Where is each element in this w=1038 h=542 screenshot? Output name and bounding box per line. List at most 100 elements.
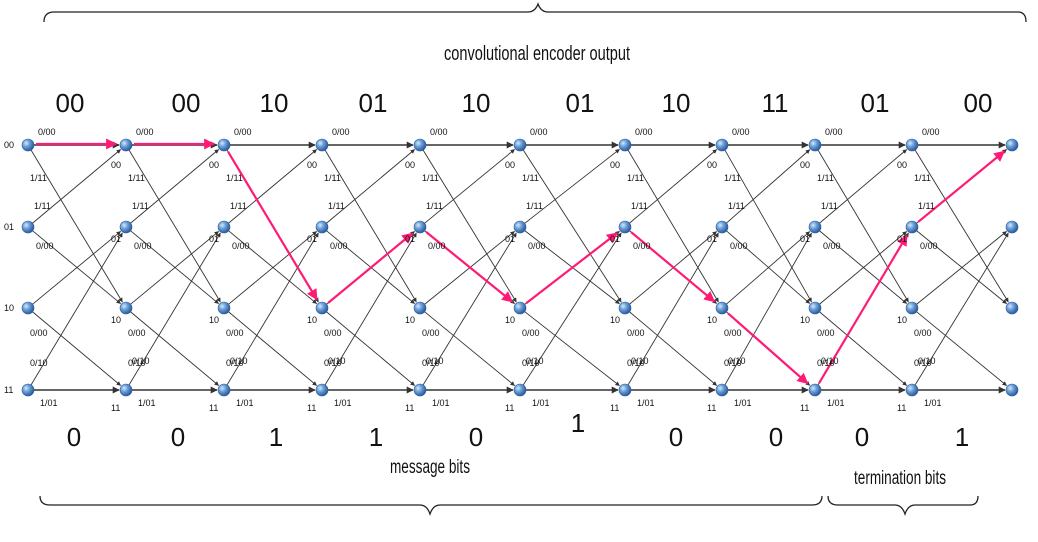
branch-label: 0/00 [330, 241, 348, 251]
branch-label: 1/11 [817, 173, 834, 183]
state-label: 00 [897, 160, 907, 170]
state-label: 10 [4, 303, 14, 313]
branch-label: 0/00 [38, 127, 56, 137]
branch-label: 0/10 [817, 358, 835, 368]
input-bit: 1 [955, 422, 969, 452]
trellis-edge [422, 149, 517, 303]
trellis-edge [228, 230, 317, 304]
trellis-edge [324, 149, 417, 303]
trellis-edge [724, 232, 812, 386]
trellis-node [808, 301, 822, 315]
message-bits-brace [39, 495, 823, 517]
trellis-node [119, 301, 133, 315]
trellis-edge [422, 232, 517, 386]
trellis-node [413, 383, 427, 397]
trellis-edge [916, 231, 1007, 305]
branch-label: 1/11 [226, 173, 243, 183]
state-label: 01 [209, 234, 219, 244]
branch-label: 0/10 [422, 358, 440, 368]
trellis-edge [819, 231, 907, 305]
trellis-edge [819, 311, 907, 386]
trellis-node [513, 301, 527, 315]
state-label: 10 [800, 315, 810, 325]
trellis-node [217, 220, 231, 234]
branch-label: 1/01 [236, 398, 254, 408]
trellis-node [808, 138, 822, 152]
trellis-node [513, 383, 527, 397]
state-label: 01 [405, 234, 415, 244]
output-pair: 01 [861, 88, 890, 118]
branch-label: 1/01 [532, 398, 550, 408]
branch-label: 1/01 [334, 398, 352, 408]
trellis-edge [726, 149, 811, 224]
branch-label: 0/10 [627, 358, 645, 368]
output-pair: 10 [662, 88, 691, 118]
branch-label: 0/00 [817, 328, 835, 338]
branch-label: 0/10 [30, 358, 48, 368]
branch-label: 1/11 [132, 201, 149, 211]
trellis-node [315, 383, 329, 397]
trellis-edge [226, 232, 319, 386]
trellis-node [119, 138, 133, 152]
branch-label: 0/10 [821, 356, 839, 366]
path-segment [630, 231, 716, 303]
branch-label: 0/00 [530, 127, 548, 137]
trellis-edge [30, 149, 123, 303]
trellis-labels: 0001101100011011000110110001101100011011… [4, 88, 992, 452]
branch-label: 0/00 [635, 127, 653, 137]
trellis-node [217, 138, 231, 152]
branch-label: 0/10 [522, 358, 540, 368]
state-label: 10 [307, 315, 317, 325]
branch-label: 1/01 [637, 398, 655, 408]
trellis-node [513, 138, 527, 152]
branch-label: 0/10 [128, 358, 146, 368]
output-pair: 00 [56, 88, 85, 118]
branch-label: 0/10 [226, 358, 244, 368]
input-bit: 0 [171, 422, 185, 452]
message-bits-label: message bits [390, 457, 470, 478]
state-label: 11 [505, 403, 514, 413]
branch-label: 0/00 [825, 127, 843, 137]
trellis-edge [326, 311, 415, 386]
trellis-nodes [21, 138, 1019, 397]
trellis-node [21, 138, 35, 152]
branch-label: 0/00 [627, 328, 645, 338]
output-pair: 00 [172, 88, 201, 118]
trellis-node [905, 220, 919, 234]
trellis-edge [228, 231, 317, 305]
branch-label: 1/11 [522, 173, 539, 183]
trellis-edge [324, 232, 417, 386]
state-label: 10 [111, 315, 121, 325]
branch-label: 0/10 [328, 356, 346, 366]
state-label: 11 [800, 403, 809, 413]
branch-label: 0/00 [914, 328, 932, 338]
path-segment [525, 232, 618, 304]
trellis-edge [30, 232, 123, 386]
trellis-edge [914, 232, 1009, 386]
branch-label: 0/10 [918, 356, 936, 366]
path-segment [818, 234, 908, 384]
branch-label: 0/00 [128, 328, 146, 338]
output-pair: 10 [260, 88, 289, 118]
branch-label: 1/11 [128, 173, 145, 183]
branch-label: 0/00 [823, 241, 841, 251]
branch-label: 1/11 [631, 201, 648, 211]
state-label: 10 [707, 315, 717, 325]
branch-label: 0/10 [724, 358, 742, 368]
trellis-edge [326, 149, 415, 224]
branch-label: 0/00 [422, 328, 440, 338]
input-bit: 1 [369, 422, 383, 452]
path-segment [425, 231, 514, 303]
state-label: 00 [307, 160, 317, 170]
trellis-edge [130, 230, 219, 304]
branch-label: 1/11 [728, 201, 745, 211]
state-label: 00 [405, 160, 415, 170]
branch-label: 0/00 [332, 127, 350, 137]
state-label: 01 [4, 222, 14, 232]
state-label: 10 [505, 315, 515, 325]
trellis-node [1005, 301, 1019, 315]
branch-label: 1/11 [422, 173, 439, 183]
encoder-output-title: convolutional encoder output [444, 43, 630, 65]
trellis-node [315, 301, 329, 315]
trellis-node [413, 220, 427, 234]
